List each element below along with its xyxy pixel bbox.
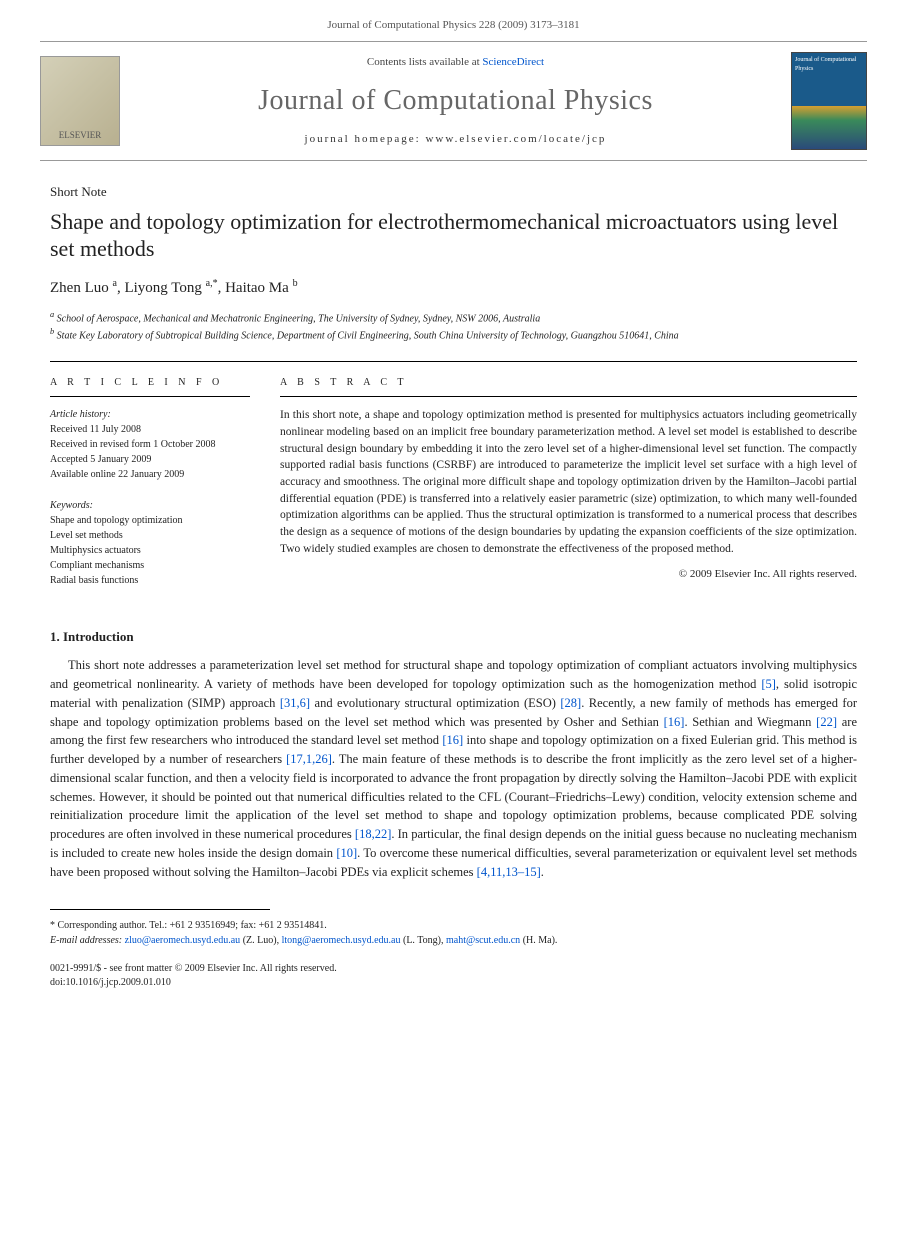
affiliations: a School of Aerospace, Mechanical and Me…	[50, 309, 857, 344]
citation-ref[interactable]: [4,11,13–15]	[477, 865, 541, 879]
citation-ref[interactable]: [5]	[761, 677, 776, 691]
article-info-column: A R T I C L E I N F O Article history: R…	[50, 376, 250, 604]
front-matter-line: 0021-9991/$ - see front matter © 2009 El…	[50, 962, 857, 976]
info-abstract-row: A R T I C L E I N F O Article history: R…	[50, 361, 857, 604]
keyword: Multiphysics actuators	[50, 543, 250, 558]
contents-available-line: Contents lists available at ScienceDirec…	[134, 55, 777, 70]
citation-ref[interactable]: [18,22]	[355, 827, 391, 841]
citation-ref[interactable]: [10]	[336, 846, 357, 860]
keyword: Compliant mechanisms	[50, 558, 250, 573]
affiliation-b: b State Key Laboratory of Subtropical Bu…	[50, 326, 857, 343]
history-item: Received 11 July 2008	[50, 422, 250, 437]
journal-banner: ELSEVIER Contents lists available at Sci…	[40, 41, 867, 161]
citation-ref[interactable]: [16]	[442, 733, 463, 747]
authors-line: Zhen Luo a, Liyong Tong a,*, Haitao Ma b	[50, 277, 857, 299]
article-title: Shape and topology optimization for elec…	[50, 208, 857, 263]
front-matter-block: 0021-9991/$ - see front matter © 2009 El…	[50, 962, 857, 990]
citation-ref[interactable]: [31,6]	[280, 696, 310, 710]
banner-middle: Contents lists available at ScienceDirec…	[134, 55, 777, 147]
header-citation: Journal of Computational Physics 228 (20…	[0, 0, 907, 41]
doi-line: doi:10.1016/j.jcp.2009.01.010	[50, 976, 857, 990]
sciencedirect-link[interactable]: ScienceDirect	[482, 56, 544, 68]
article-history-block: Article history: Received 11 July 2008 R…	[50, 407, 250, 482]
email-line: E-mail addresses: zluo@aeromech.usyd.edu…	[50, 933, 857, 948]
elsevier-logo: ELSEVIER	[40, 56, 120, 146]
contents-prefix: Contents lists available at	[367, 56, 482, 68]
abstract-text: In this short note, a shape and topology…	[280, 407, 857, 557]
citation-ref[interactable]: [16]	[664, 715, 685, 729]
history-item: Received in revised form 1 October 2008	[50, 437, 250, 452]
journal-cover-thumbnail: Journal of Computational Physics	[791, 52, 867, 150]
corresponding-author-footnote: * Corresponding author. Tel.: +61 2 9351…	[50, 918, 857, 948]
history-item: Available online 22 January 2009	[50, 467, 250, 482]
citation-ref[interactable]: [28]	[560, 696, 581, 710]
keyword: Level set methods	[50, 528, 250, 543]
article-type: Short Note	[50, 183, 857, 201]
author-email-link[interactable]: ltong@aeromech.usyd.edu.au	[282, 935, 401, 946]
homepage-line: journal homepage: www.elsevier.com/locat…	[134, 132, 777, 147]
affiliation-a: a School of Aerospace, Mechanical and Me…	[50, 309, 857, 326]
footnote-separator	[50, 909, 270, 910]
journal-name: Journal of Computational Physics	[134, 81, 777, 120]
abstract-copyright: © 2009 Elsevier Inc. All rights reserved…	[280, 567, 857, 582]
author-email-link[interactable]: maht@scut.edu.cn	[446, 935, 520, 946]
keyword: Shape and topology optimization	[50, 513, 250, 528]
homepage-prefix: journal homepage:	[305, 133, 426, 145]
history-item: Accepted 5 January 2009	[50, 452, 250, 467]
citation-ref[interactable]: [17,1,26]	[286, 752, 332, 766]
keyword: Radial basis functions	[50, 573, 250, 588]
article-content: Short Note Shape and topology optimizati…	[0, 161, 907, 1020]
article-info-heading: A R T I C L E I N F O	[50, 376, 250, 397]
section-1-body: This short note addresses a parameteriza…	[50, 656, 857, 881]
citation-ref[interactable]: [22]	[816, 715, 837, 729]
corresponding-line: * Corresponding author. Tel.: +61 2 9351…	[50, 918, 857, 933]
email-label: E-mail addresses:	[50, 935, 125, 946]
author-email-link[interactable]: zluo@aeromech.usyd.edu.au	[125, 935, 241, 946]
keywords-block: Keywords: Shape and topology optimizatio…	[50, 498, 250, 588]
homepage-url[interactable]: www.elsevier.com/locate/jcp	[425, 133, 606, 145]
section-1-title: 1. Introduction	[50, 628, 857, 646]
abstract-column: A B S T R A C T In this short note, a sh…	[280, 376, 857, 604]
history-label: Article history:	[50, 407, 250, 422]
abstract-heading: A B S T R A C T	[280, 376, 857, 397]
keywords-label: Keywords:	[50, 498, 250, 513]
